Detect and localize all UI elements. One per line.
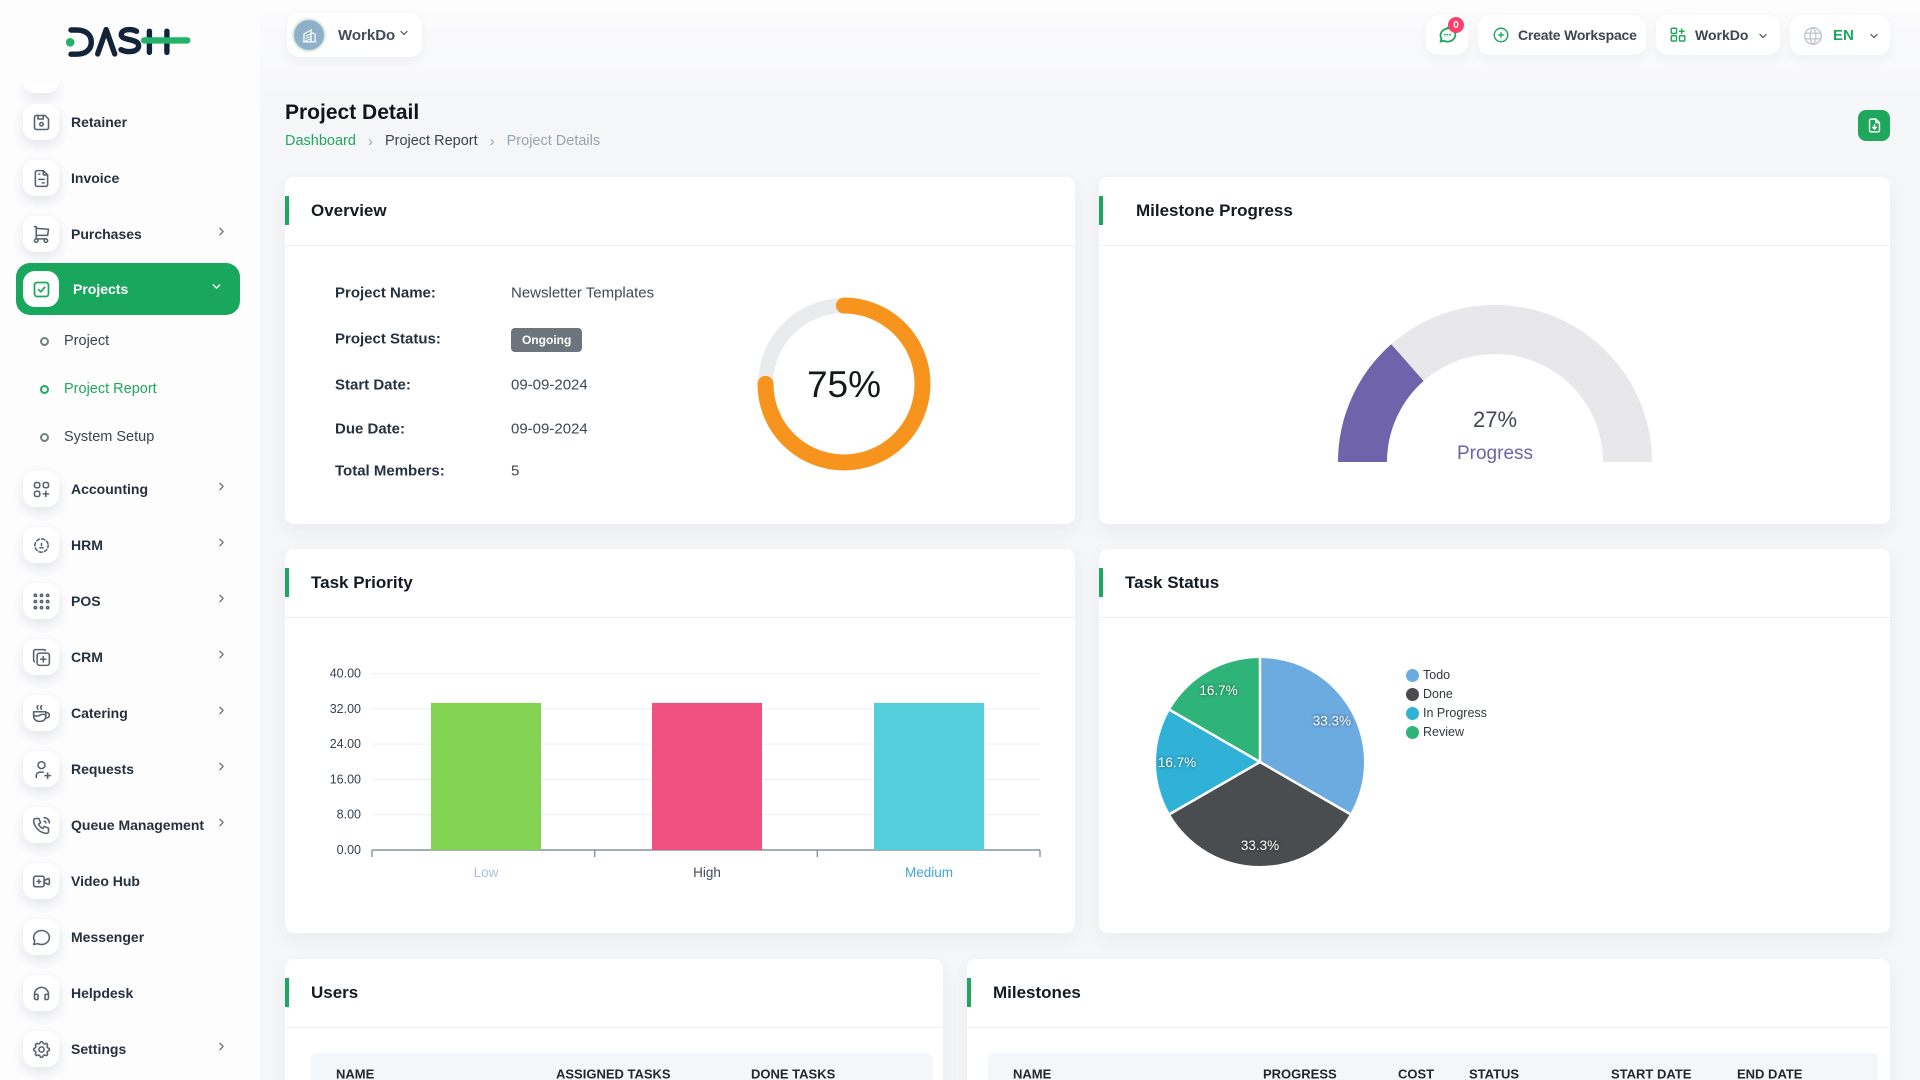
svg-text:40.00: 40.00: [330, 667, 361, 681]
svg-text:Low: Low: [474, 865, 499, 880]
svg-text:33.3%: 33.3%: [1313, 714, 1351, 729]
svg-text:High: High: [693, 865, 721, 880]
svg-text:0.00: 0.00: [337, 843, 361, 857]
svg-text:Medium: Medium: [905, 865, 953, 880]
svg-text:33.3%: 33.3%: [1241, 838, 1279, 853]
svg-text:16.7%: 16.7%: [1199, 683, 1237, 698]
svg-text:16.7%: 16.7%: [1158, 755, 1196, 770]
svg-text:24.00: 24.00: [330, 737, 361, 751]
svg-text:16.00: 16.00: [330, 772, 361, 786]
svg-text:32.00: 32.00: [330, 702, 361, 716]
svg-text:75%: 75%: [807, 364, 881, 405]
svg-text:8.00: 8.00: [337, 808, 361, 822]
